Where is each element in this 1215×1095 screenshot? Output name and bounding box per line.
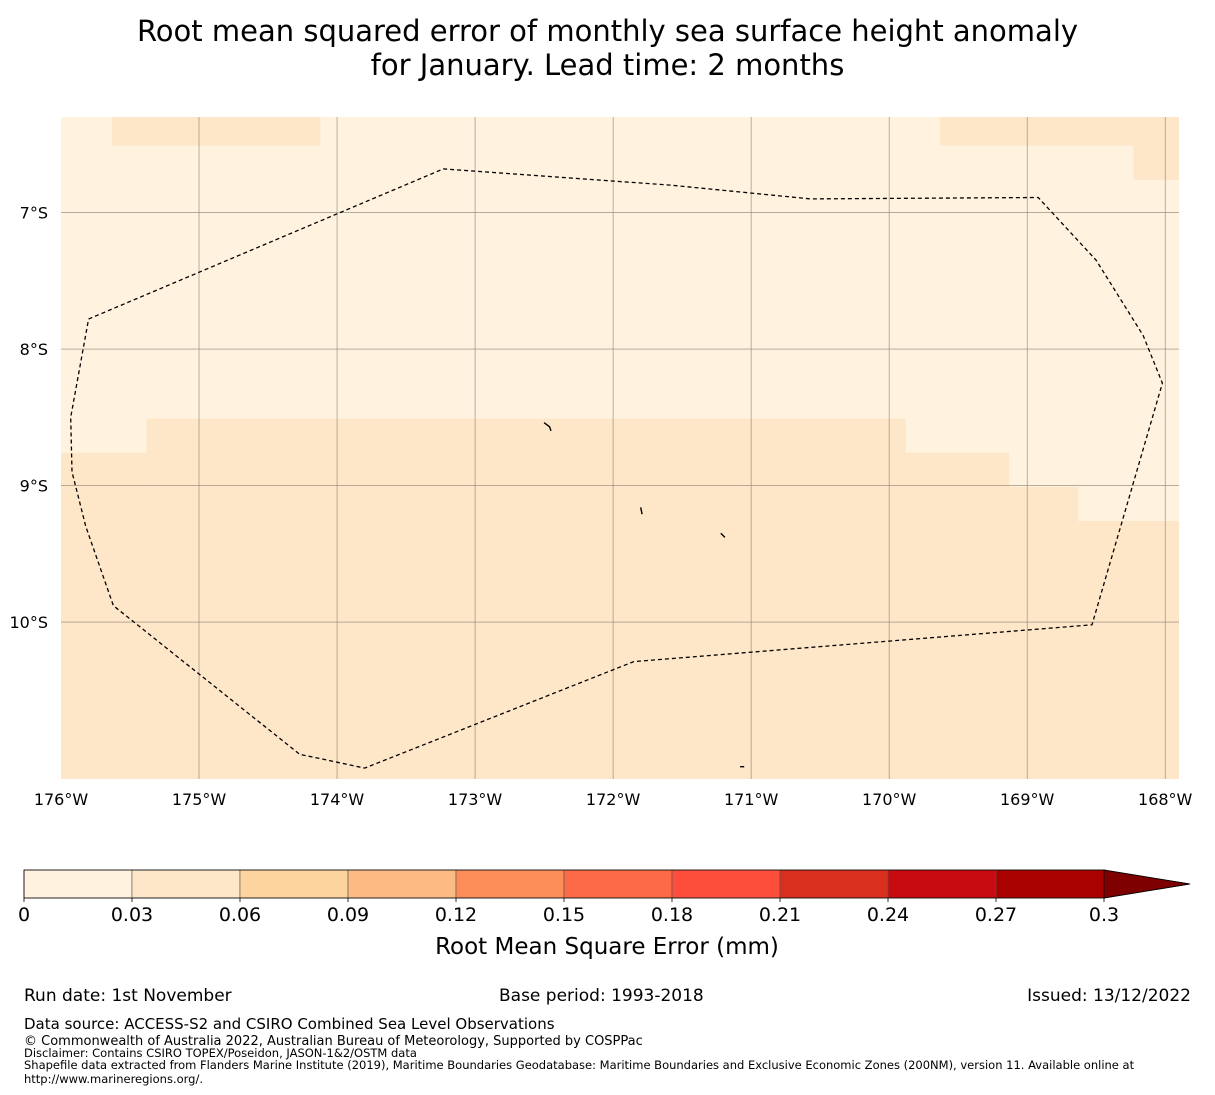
x-tick-label: 172°W [586,790,641,809]
colorbar-swatch [779,869,889,899]
y-tick-label: 10°S [9,613,48,632]
island-coastline [720,532,726,538]
colorbar-swatch [131,869,241,899]
heatmap-cell [112,117,321,146]
colorbar-tick-label: 0.06 [219,904,261,926]
heatmap-cell [905,452,1010,779]
colorbar-swatch [23,869,133,899]
eez-boundary [70,168,1164,769]
heatmap-cell [940,117,1134,146]
y-tick-label: 7°S [20,204,48,223]
x-tick-label: 170°W [862,790,917,809]
copyright: © Commonwealth of Australia 2022, Austra… [24,1034,643,1049]
shapefile-credit: Shapefile data extracted from Flanders M… [24,1058,1135,1086]
colorbar-title: Root Mean Square Error (mm) [435,934,779,960]
heatmap-cell [1078,521,1179,779]
run-date: Run date: 1st November [24,986,232,1006]
x-tick-label: 168°W [1138,790,1193,809]
chart-figure: 176°W 175°W 174°W 173°W 172°W 171°W 170°W 169°W… [9,117,1193,960]
colorbar-tick-label: 0.03 [111,904,153,926]
island-coastline [543,422,552,432]
colorbar-tick-label: 0.24 [867,904,909,926]
colorbar-swatch [887,869,997,899]
colorbar-outline [23,869,1191,899]
y-tick-label: 8°S [20,340,48,359]
disclaimer: Disclaimer: Contains CSIRO TOPEX/Poseido… [24,1046,417,1060]
footer-meta: Run date: 1st November Base period: 1993… [24,986,1191,1008]
colorbar-tick-label: 0.3 [1089,904,1119,926]
map-plot: 176°W 175°W 174°W 173°W 172°W 171°W 170°W 169°W… [9,117,1193,809]
colorbar-swatch [995,869,1105,899]
colorbar-swatch [563,869,673,899]
colorbar-swatch [347,869,457,899]
chart-title-line-2: for January. Lead time: 2 months [370,48,845,82]
issued-date: Issued: 13/12/2022 [1027,986,1191,1006]
colorbar: 0 0.03 0.06 0.09 0.12 0.15 0.18 0.21 0.24 0.27 0.3… [18,869,1191,960]
chart-title: Root mean squared error of monthly sea s… [0,14,1215,82]
x-tick-label: 174°W [310,790,365,809]
x-tick-label: 175°W [172,790,227,809]
x-tick-label: 169°W [1000,790,1055,809]
base-period: Base period: 1993-2018 [499,986,704,1006]
x-tick-label: 176°W [34,790,89,809]
colorbar-swatch [455,869,565,899]
colorbar-tick-label: 0.18 [651,904,693,926]
colorbar-swatch [671,869,781,899]
colorbar-extend-arrow [1103,869,1191,899]
colorbar-tick-label: 0.21 [759,904,801,926]
y-tick-label: 9°S [20,477,48,496]
colorbar-tick-label: 0.15 [543,904,585,926]
x-tick-label: 173°W [448,790,503,809]
colorbar-tick-label: 0 [18,904,30,926]
colorbar-swatch [239,869,349,899]
data-source: Data source: ACCESS-S2 and CSIRO Combine… [24,1015,555,1033]
island-coastline [640,507,643,515]
colorbar-tick-label: 0.27 [975,904,1017,926]
heatmap-cell [1133,117,1179,180]
heatmap-cell [1009,486,1079,779]
heatmap-cell [61,452,147,779]
colorbar-tick-label: 0.09 [327,904,369,926]
colorbar-tick-label: 0.12 [435,904,477,926]
x-tick-label: 171°W [724,790,779,809]
heatmap-cell [146,418,906,779]
chart-title-line-1: Root mean squared error of monthly sea s… [136,14,1079,48]
